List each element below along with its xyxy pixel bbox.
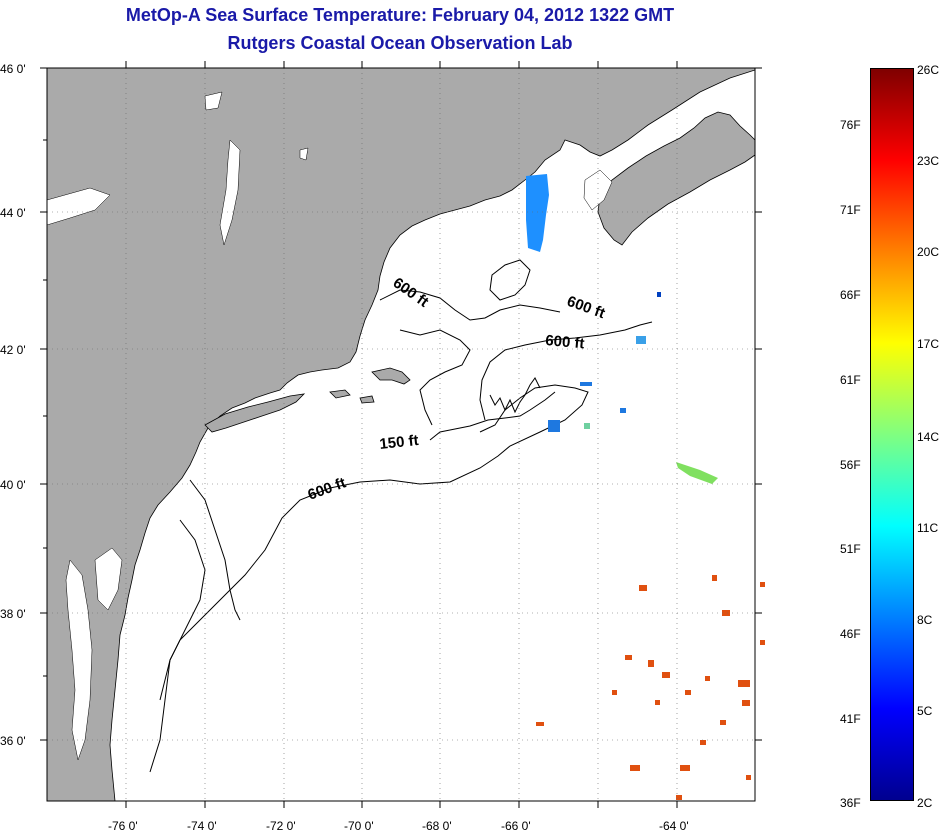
sst-patch xyxy=(676,462,718,484)
lon-label: -74 0' xyxy=(187,819,217,833)
sst-pixel xyxy=(625,655,632,660)
delaware-bay xyxy=(94,547,123,611)
lat-label: 42 0' xyxy=(0,343,26,357)
lon-label: -72 0' xyxy=(266,819,296,833)
sst-pixel xyxy=(639,585,647,591)
map-title: MetOp-A Sea Surface Temperature: Februar… xyxy=(125,5,675,25)
colorbar-fahrenheit-label: 71F xyxy=(840,203,861,217)
georges-features xyxy=(489,377,541,414)
nantucket xyxy=(359,395,375,404)
bathymetry-contours xyxy=(149,259,653,773)
lat-label: 46 0' xyxy=(0,62,26,76)
grid-lines xyxy=(47,68,755,801)
lake-1 xyxy=(204,91,223,111)
sst-pixel xyxy=(760,640,765,645)
colorbar-fahrenheit-label: 36F xyxy=(840,796,861,810)
martha-vineyard xyxy=(329,389,351,399)
sst-patch xyxy=(580,382,592,386)
contour-label: 600 ft xyxy=(545,332,586,352)
sst-pixel xyxy=(746,775,751,780)
shelf-break-600ft xyxy=(149,384,589,773)
sst-patch xyxy=(584,423,590,429)
lat-label: 40 0' xyxy=(0,478,26,492)
gom-basin-1 xyxy=(379,289,561,321)
colorbar-celsius-label: 20C xyxy=(917,245,940,259)
sst-warm-pixels xyxy=(536,575,765,800)
us-mainland xyxy=(46,67,756,802)
colorbar-fahrenheit-label: 61F xyxy=(840,373,861,387)
colorbar-celsius-label: 14C xyxy=(917,430,940,444)
lake-2 xyxy=(299,147,309,161)
sst-pixel xyxy=(536,722,544,726)
gulf-of-maine-600ft xyxy=(479,321,653,421)
colorbar-celsius-label: 11C xyxy=(917,521,939,535)
sst-patch xyxy=(548,420,560,432)
sst-patch xyxy=(657,292,661,297)
colorbar-fahrenheit-label: 51F xyxy=(840,542,861,556)
chesapeake-bay xyxy=(65,559,93,761)
gom-ledges xyxy=(489,259,531,301)
sst-pixel xyxy=(612,690,617,695)
inland-water xyxy=(46,91,613,761)
axis-ticks xyxy=(40,61,762,808)
colorbar-celsius-label: 8C xyxy=(917,613,933,627)
lon-label: -70 0' xyxy=(344,819,374,833)
sst-pixel xyxy=(738,680,750,687)
inner-shelf xyxy=(159,479,241,701)
sst-pixel xyxy=(630,765,640,771)
sst-pixel xyxy=(760,582,765,587)
sst-pixel xyxy=(720,720,726,725)
sst-pixel xyxy=(705,676,710,681)
sst-pixel xyxy=(685,690,691,695)
sst-pixel xyxy=(676,795,682,800)
colorbar-fahrenheit-label: 46F xyxy=(840,627,861,641)
lake-champlain xyxy=(219,139,241,246)
sst-patch xyxy=(620,408,626,413)
sst-pixel xyxy=(700,740,706,745)
lat-label: 38 0' xyxy=(0,607,26,621)
contour-label: 150 ft xyxy=(379,432,420,453)
bay-of-fundy xyxy=(583,169,613,211)
colorbar-celsius-label: 23C xyxy=(917,154,940,168)
colorbar-fahrenheit-label: 76F xyxy=(840,118,861,132)
sst-pixel xyxy=(662,672,670,678)
map-frame xyxy=(46,67,756,802)
lon-label: -68 0' xyxy=(422,819,452,833)
colorbar-celsius-label: 17C xyxy=(917,337,940,351)
sst-pixel xyxy=(722,610,730,616)
colorbar-celsius-label: 2C xyxy=(917,796,933,810)
temperature-colorbar xyxy=(870,68,914,801)
lon-label: -76 0' xyxy=(108,819,138,833)
lon-label: -64 0' xyxy=(659,819,689,833)
map-subtitle: Rutgers Coastal Ocean Observation Lab xyxy=(227,33,573,53)
georges-bank-150ft xyxy=(429,391,556,441)
sst-pixels xyxy=(526,174,765,800)
colorbar-fahrenheit-label: 66F xyxy=(840,288,861,302)
sst-pixel xyxy=(680,765,690,771)
sst-pixel xyxy=(655,700,660,705)
colorbar-fahrenheit-label: 41F xyxy=(840,712,861,726)
sst-pixel xyxy=(648,660,654,667)
sst-patch xyxy=(636,336,646,344)
lat-label: 44 0' xyxy=(0,206,26,220)
lon-label: -66 0' xyxy=(501,819,531,833)
colorbar-celsius-label: 26C xyxy=(917,63,940,77)
long-island xyxy=(204,393,306,433)
lat-label: 36 0' xyxy=(0,734,26,748)
sst-pixel xyxy=(712,575,717,581)
sst-patch-gulf-maine xyxy=(526,174,549,252)
colorbar-celsius-label: 5C xyxy=(917,704,933,718)
sst-pixel xyxy=(742,700,750,706)
cape-cod xyxy=(371,367,411,385)
colorbar-fahrenheit-label: 56F xyxy=(840,458,861,472)
gom-basin-2 xyxy=(399,329,471,426)
